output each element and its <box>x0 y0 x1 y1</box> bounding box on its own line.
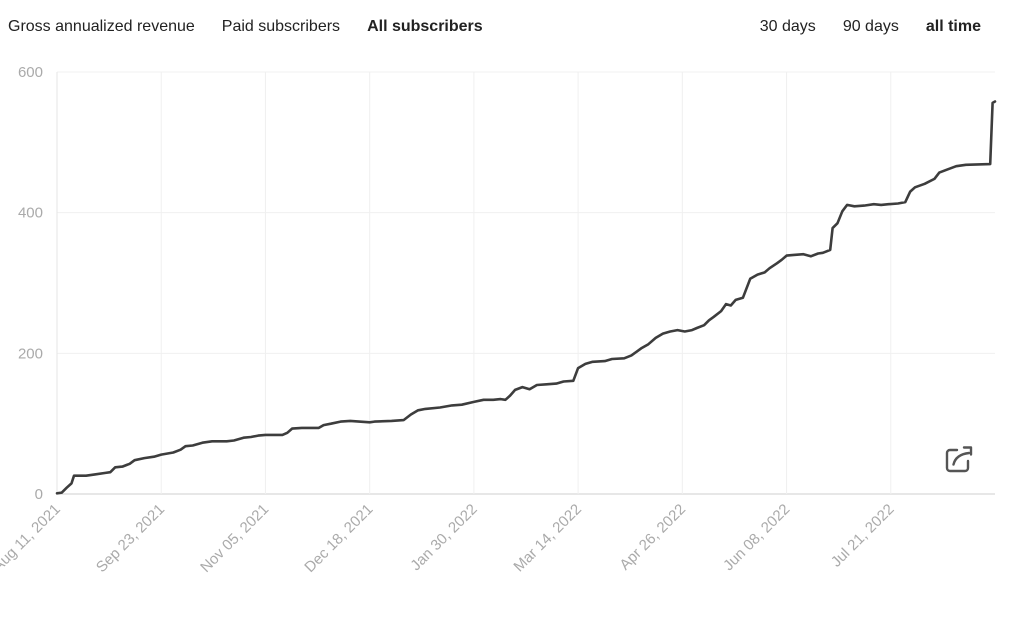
y-tick-label: 0 <box>35 486 43 503</box>
x-tick-label: Jun 08, 2022 <box>720 501 793 574</box>
time-range-tabs: 30 days 90 days all time <box>733 17 981 37</box>
x-tick-label: Jul 21, 2022 <box>828 501 898 571</box>
y-tick-label: 200 <box>18 345 43 362</box>
y-tick-label: 400 <box>18 205 43 222</box>
y-tick-label: 600 <box>18 64 43 81</box>
chart-grid <box>56 71 995 495</box>
series-layer <box>55 100 997 495</box>
x-tick-label: Apr 26, 2022 <box>616 501 689 574</box>
tab-gross-annualized-revenue[interactable]: Gross annualized revenue <box>8 18 195 35</box>
range-all-time[interactable]: all time <box>925 18 981 35</box>
metric-tabs: Gross annualized revenue Paid subscriber… <box>8 17 510 37</box>
open-external-button[interactable] <box>944 444 974 474</box>
x-tick-label: Sep 23, 2021 <box>93 501 168 576</box>
tab-all-subscribers[interactable]: All subscribers <box>367 18 483 35</box>
x-tick-label: Mar 14, 2022 <box>510 501 585 576</box>
range-30-days[interactable]: 30 days <box>759 18 816 35</box>
x-tick-label: Aug 11, 2021 <box>0 501 64 575</box>
x-tick-label: Nov 05, 2021 <box>197 501 272 576</box>
tab-paid-subscribers[interactable]: Paid subscribers <box>221 18 341 35</box>
subscribers-series-line <box>55 100 997 495</box>
range-90-days[interactable]: 90 days <box>842 18 899 35</box>
external-link-icon <box>945 446 973 473</box>
y-axis: 0 200 400 600 <box>18 64 43 503</box>
x-tick-label: Dec 18, 2021 <box>301 501 376 576</box>
x-tick-label: Jan 30, 2022 <box>407 501 480 574</box>
x-axis: Aug 11, 2021 Sep 23, 2021 Nov 05, 2021 Dec … <box>0 501 898 576</box>
